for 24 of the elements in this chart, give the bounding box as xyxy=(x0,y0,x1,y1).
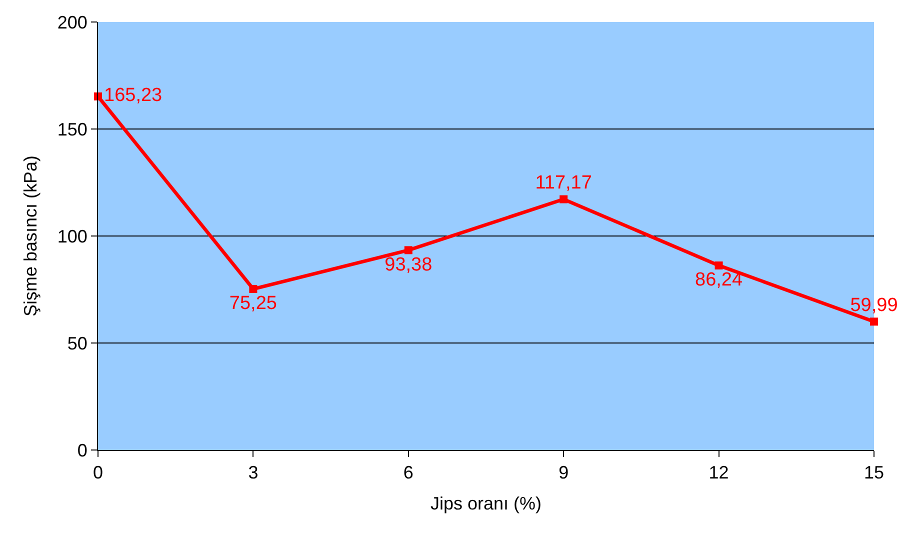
data-label: 93,38 xyxy=(384,254,432,276)
y-tick-label: 0 xyxy=(77,440,88,460)
y-tick-label: 100 xyxy=(57,226,88,246)
data-label: 75,25 xyxy=(229,293,277,314)
point xyxy=(560,195,568,204)
point xyxy=(870,318,878,326)
point xyxy=(404,246,412,254)
data-label: 59,99 xyxy=(850,294,898,316)
point xyxy=(714,261,723,270)
x-tick-label: 6 xyxy=(403,462,414,483)
x-axis-title: Jips oranı (%) xyxy=(430,494,542,514)
y-tick-label: 50 xyxy=(67,333,88,354)
y-tick-label: 150 xyxy=(57,119,88,140)
x-tick-label: 12 xyxy=(708,462,729,483)
x-tick-label: 9 xyxy=(558,462,569,483)
point xyxy=(249,284,258,293)
y-tick-label: 200 xyxy=(57,12,88,32)
data-label: 86,24 xyxy=(695,270,744,291)
x-tick-label: 0 xyxy=(92,462,104,483)
data-label: 165,23 xyxy=(104,85,162,106)
data-label: 117,17 xyxy=(535,172,592,194)
x-tick-label: 15 xyxy=(864,462,884,483)
y-axis-title: Şişme basıncı (kPa) xyxy=(20,155,41,317)
x-tick-label: 3 xyxy=(248,462,258,483)
